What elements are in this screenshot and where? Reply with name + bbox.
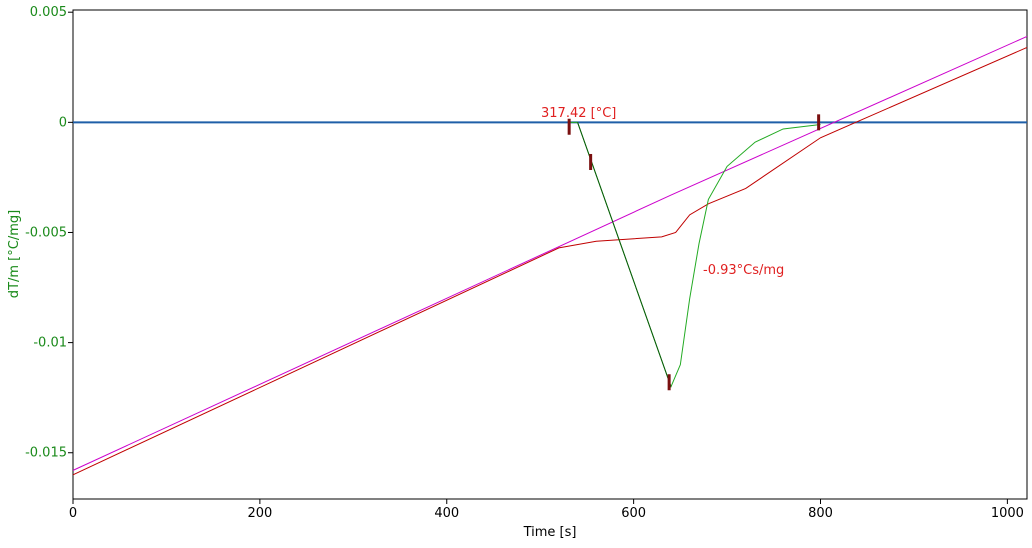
annotation: -0.93°Cs/mg (703, 263, 784, 278)
marker (589, 153, 593, 170)
series-line (577, 122, 672, 387)
annotation: 317.42 [°C] (541, 106, 616, 121)
marker (667, 374, 671, 391)
marker (567, 118, 571, 135)
x-tick-label: 200 (247, 506, 272, 521)
x-tick-label: 800 (808, 506, 833, 521)
marker (817, 114, 821, 131)
y-axis-label: dT/m [°C/mg] (7, 210, 22, 298)
x-axis-label: Time [s] (523, 525, 577, 540)
y-tick-label: -0.015 (25, 446, 67, 461)
x-tick-label: 600 (621, 506, 646, 521)
series-line (568, 121, 821, 389)
y-tick-label: -0.01 (33, 336, 67, 351)
y-tick-label: 0 (59, 115, 67, 130)
y-tick-label: 0.005 (30, 5, 67, 20)
series-line (72, 35, 1028, 471)
y-tick-label: -0.005 (25, 225, 67, 240)
x-tick-label: 1000 (991, 506, 1024, 521)
x-tick-label: 400 (434, 506, 459, 521)
x-tick-label: 0 (69, 506, 77, 521)
series-line (72, 46, 1028, 476)
plot-frame (72, 9, 1028, 500)
